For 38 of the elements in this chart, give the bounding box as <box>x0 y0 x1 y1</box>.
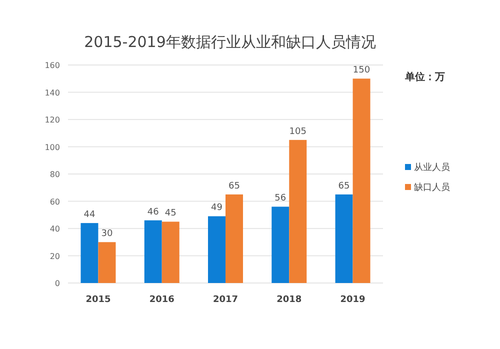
legend-label: 缺口人员 <box>414 182 450 193</box>
y-tick-label: 0 <box>54 279 60 288</box>
x-tick-label: 2017 <box>212 295 238 305</box>
x-tick-label: 2019 <box>340 295 366 305</box>
bar <box>272 206 290 283</box>
data-label: 44 <box>84 210 96 220</box>
y-tick-label: 140 <box>44 88 60 98</box>
y-tick-label: 40 <box>50 224 60 234</box>
data-label: 105 <box>289 126 306 137</box>
legend-label: 从业人员 <box>414 162 450 173</box>
y-tick-label: 80 <box>50 170 60 179</box>
y-tick-label: 60 <box>50 197 60 206</box>
data-label: 49 <box>211 203 223 214</box>
data-label: 150 <box>352 66 370 76</box>
bar <box>289 140 307 283</box>
bar <box>335 194 353 283</box>
bar <box>80 223 98 283</box>
y-tick-label: 160 <box>44 61 60 70</box>
text: 单位：万 <box>404 71 445 83</box>
bar <box>162 222 180 283</box>
data-label: 56 <box>274 194 286 204</box>
data-label: 46 <box>147 207 160 218</box>
x-tick-label: 2016 <box>149 295 174 305</box>
chart-title: 2015-2019年数据行业从业和缺口人员情况 <box>84 33 376 51</box>
bar <box>226 194 243 283</box>
bar <box>208 216 226 283</box>
bar <box>98 242 116 283</box>
y-tick-label: 120 <box>44 116 60 124</box>
data-label: 65 <box>228 181 240 192</box>
bar <box>352 78 370 283</box>
x-tick-label: 2018 <box>276 295 302 305</box>
data-label: 45 <box>164 208 176 219</box>
y-tick-label: 20 <box>50 252 60 261</box>
y-tick-label: 100 <box>44 142 60 152</box>
bar <box>144 220 162 283</box>
x-tick-label: 2015 <box>86 295 111 305</box>
data-label: 30 <box>101 229 113 240</box>
data-label: 65 <box>338 181 350 192</box>
